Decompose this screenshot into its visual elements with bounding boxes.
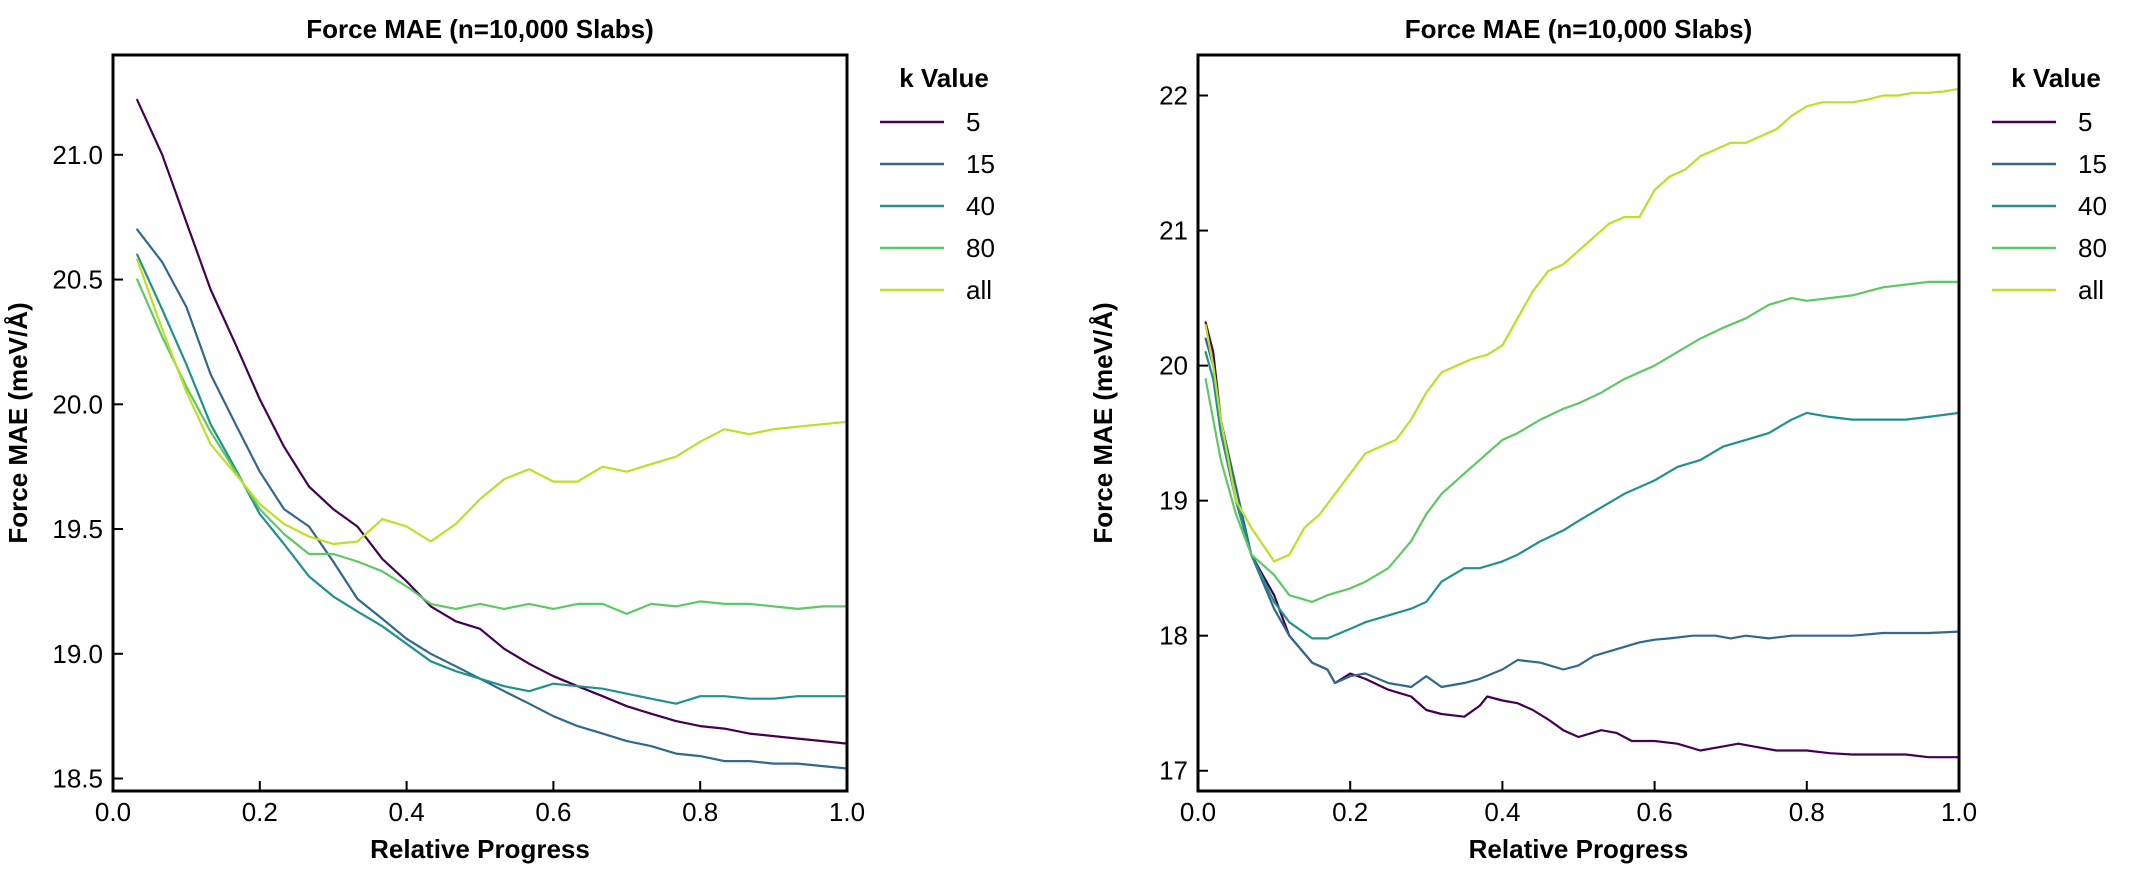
series-line-k-40 xyxy=(1204,351,1959,640)
series-group xyxy=(1204,87,1959,759)
x-tick-label: 1.0 xyxy=(829,797,865,827)
x-tick-label: 0.2 xyxy=(1332,797,1368,827)
legend-label-k-80: 80 xyxy=(2078,233,2107,263)
y-axis-label: Force MAE (meV/Å) xyxy=(3,302,33,543)
legend-label-k-40: 40 xyxy=(2078,191,2107,221)
series-line-k-80 xyxy=(1204,280,1959,603)
y-tick-label: 19.0 xyxy=(52,639,103,669)
y-tick-label: 18.5 xyxy=(52,764,103,794)
chart-panel-2: 0.0 0.2 0.4 0.6 0.8 1.0 17 18 19 20 21 22 Force MAE … xyxy=(1088,14,2107,864)
x-tick-label: 0.6 xyxy=(1637,797,1673,827)
chart-panel-1: 0.0 0.2 0.4 0.6 0.8 1.0 18.5 19.0 19.5 20.0 20.5 21… xyxy=(3,14,995,864)
y-tick-label: 19 xyxy=(1159,486,1188,516)
plot-frame xyxy=(111,53,849,793)
legend-label-k-5: 5 xyxy=(2078,107,2092,137)
series-line-k-all xyxy=(1204,87,1959,563)
y-tick-label: 18 xyxy=(1159,621,1188,651)
legend-title: k Value xyxy=(899,63,989,93)
x-axis-label: Relative Progress xyxy=(1469,834,1689,864)
y-tick-label: 22 xyxy=(1159,81,1188,111)
series-line-k-5 xyxy=(1204,321,1959,759)
x-tick-label: 0.2 xyxy=(242,797,278,827)
y-axis-label: Force MAE (meV/Å) xyxy=(1088,302,1118,543)
x-tick-label: 0.8 xyxy=(682,797,718,827)
y-tick-label: 21 xyxy=(1159,216,1188,246)
y-tick-label: 19.5 xyxy=(52,514,103,544)
legend-label-k-15: 15 xyxy=(2078,149,2107,179)
legend-label-k-80: 80 xyxy=(966,233,995,263)
chart-title: Force MAE (n=10,000 Slabs) xyxy=(1405,14,1753,44)
series-line-k-all xyxy=(136,258,847,546)
series-group xyxy=(136,98,847,770)
x-tick-label: 0.8 xyxy=(1789,797,1825,827)
plot-frame xyxy=(1196,53,1961,793)
chart-title: Force MAE (n=10,000 Slabs) xyxy=(306,14,654,44)
x-tick-label: 0.0 xyxy=(1180,797,1216,827)
series-line-k-40 xyxy=(136,253,847,705)
x-tick-label: 0.4 xyxy=(1484,797,1520,827)
x-tick-label: 0.6 xyxy=(535,797,571,827)
y-tick-label: 20.5 xyxy=(52,265,103,295)
series-line-k-80 xyxy=(136,278,847,615)
y-tick-label: 21.0 xyxy=(52,140,103,170)
legend-label-k-15: 15 xyxy=(966,149,995,179)
x-tick-label: 0.4 xyxy=(389,797,425,827)
legend: k Value 5 15 40 80 all xyxy=(1992,63,2107,305)
series-line-k-5 xyxy=(136,98,847,745)
legend-label-k-all: all xyxy=(966,275,992,305)
x-axis-label: Relative Progress xyxy=(370,834,590,864)
x-tick-label: 1.0 xyxy=(1941,797,1977,827)
y-tick-label: 20.0 xyxy=(52,389,103,419)
y-tick-label: 17 xyxy=(1159,756,1188,786)
series-line-k-15 xyxy=(1204,337,1959,689)
legend-label-k-all: all xyxy=(2078,275,2104,305)
legend: k Value 5 15 40 80 all xyxy=(880,63,995,305)
legend-label-k-40: 40 xyxy=(966,191,995,221)
x-tick-label: 0.0 xyxy=(95,797,131,827)
series-line-k-15 xyxy=(136,228,847,770)
legend-label-k-5: 5 xyxy=(966,107,980,137)
legend-title: k Value xyxy=(2011,63,2101,93)
y-tick-label: 20 xyxy=(1159,351,1188,381)
